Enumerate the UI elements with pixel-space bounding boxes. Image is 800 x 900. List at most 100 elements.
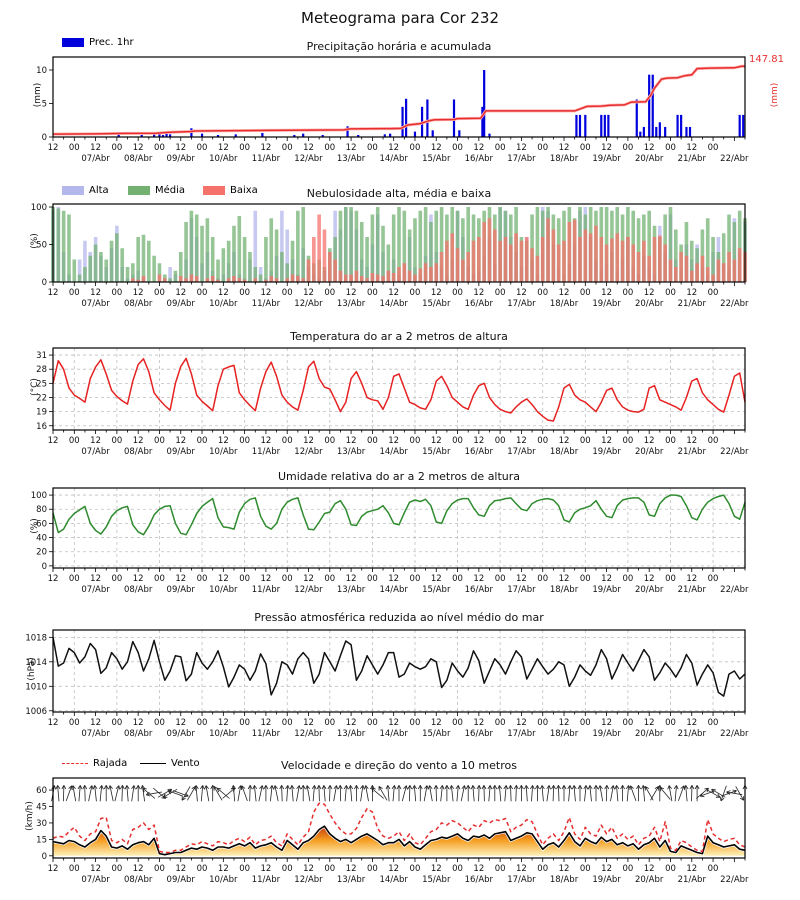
wind-arrow-head bbox=[241, 785, 246, 789]
cloud-bar-baixa bbox=[503, 237, 508, 282]
precip-bar bbox=[651, 74, 654, 137]
wind-arrow-head bbox=[167, 789, 173, 791]
wind-arrow-head bbox=[489, 785, 493, 790]
x-tick-label: 00 bbox=[324, 574, 335, 584]
humidity-line bbox=[52, 494, 746, 536]
precip-bar bbox=[642, 126, 645, 137]
x-tick-label: 12 bbox=[303, 436, 314, 446]
x-tick-label: 12 bbox=[516, 864, 527, 874]
precip-bar bbox=[458, 130, 461, 137]
wind-arrow-head bbox=[371, 787, 376, 790]
x-date-label: 16/Abr bbox=[465, 875, 494, 885]
wind-arrow-head bbox=[636, 785, 639, 790]
x-date-label: 15/Abr bbox=[422, 585, 451, 595]
wind-direction-arrow bbox=[392, 785, 395, 802]
x-tick-label: 12 bbox=[261, 574, 272, 584]
cloud-bar-baixa bbox=[508, 244, 513, 282]
cloud-bar-média bbox=[434, 210, 439, 282]
x-date-label: 22/Abr bbox=[720, 447, 749, 457]
x-tick-label: 00 bbox=[452, 574, 463, 584]
x-tick-label: 12 bbox=[90, 436, 101, 446]
wind-arrow-head bbox=[398, 785, 402, 790]
precip-bar bbox=[688, 126, 692, 137]
cloud-bar-média bbox=[99, 252, 103, 282]
accum-line bbox=[52, 65, 745, 135]
wind-arrow-head bbox=[413, 785, 417, 790]
x-tick-label: 00 bbox=[197, 288, 208, 298]
wind-arrow-head bbox=[273, 785, 276, 790]
cloud-bar-baixa bbox=[610, 238, 614, 282]
wind-arrow-head bbox=[630, 785, 634, 789]
x-date-label: 07/Abr bbox=[81, 154, 110, 164]
wind-arrow-head bbox=[696, 785, 700, 790]
wind-direction-arrow bbox=[329, 785, 331, 802]
precipitation-legend: Prec. 1hr bbox=[62, 37, 134, 48]
y-tick-label: 19 bbox=[36, 408, 47, 418]
y-tick-label: 25 bbox=[36, 379, 47, 389]
x-tick-label: 12 bbox=[261, 864, 272, 874]
wind-arrow-head bbox=[249, 785, 253, 790]
precip-bar bbox=[293, 134, 296, 137]
wind-arrow-head bbox=[508, 785, 511, 790]
x-tick-label: 12 bbox=[601, 143, 612, 153]
x-date-label: 19/Abr bbox=[592, 875, 621, 885]
cloud-bar-média bbox=[397, 207, 401, 282]
wind-arrow-head bbox=[105, 785, 109, 790]
x-tick-label: 00 bbox=[197, 718, 208, 728]
wind-arrow-head bbox=[732, 789, 737, 791]
wind-direction-arrow bbox=[286, 785, 289, 802]
wind-direction-arrow bbox=[510, 785, 512, 802]
x-tick-label: 12 bbox=[431, 143, 442, 153]
cloud-bar-baixa bbox=[477, 237, 481, 282]
x-tick-label: 12 bbox=[516, 288, 527, 298]
precip-bar bbox=[140, 134, 143, 137]
precip-bar bbox=[161, 134, 165, 137]
pressure-title: Pressão atmosférica reduzida ao nível mé… bbox=[254, 611, 544, 624]
cloud-bar-média bbox=[647, 210, 651, 282]
cloud-bar-média bbox=[439, 207, 444, 282]
wind-arrow-head bbox=[101, 785, 104, 790]
wind-arrow-head bbox=[579, 785, 583, 790]
x-tick-label: 00 bbox=[282, 718, 293, 728]
cloud-bar-baixa bbox=[658, 235, 662, 282]
x-tick-label: 12 bbox=[516, 436, 527, 446]
precip-bar bbox=[685, 126, 688, 137]
x-tick-label: 12 bbox=[48, 718, 59, 728]
x-date-label: 14/Abr bbox=[379, 875, 408, 885]
x-tick-label: 12 bbox=[48, 143, 59, 153]
cloud-bar-média bbox=[226, 240, 231, 282]
x-tick-label: 00 bbox=[367, 718, 378, 728]
x-tick-label: 12 bbox=[516, 718, 527, 728]
x-date-label: 08/Abr bbox=[124, 447, 153, 457]
wind-arrow-head bbox=[427, 785, 430, 790]
wind-arrow-head bbox=[115, 785, 120, 789]
wind-arrow-head bbox=[654, 786, 659, 789]
x-date-label: 09/Abr bbox=[167, 447, 196, 457]
cloud-bar-baixa bbox=[721, 263, 726, 282]
x-tick-label: 12 bbox=[431, 574, 442, 584]
wind-direction-arrow bbox=[721, 790, 737, 797]
x-tick-label: 12 bbox=[346, 864, 357, 874]
cloud-bar-baixa bbox=[716, 259, 721, 282]
cloud-bar-baixa bbox=[578, 237, 582, 282]
cloud-bar-baixa bbox=[588, 233, 593, 282]
cloud-bar-baixa bbox=[136, 279, 140, 282]
cloud-bar-média bbox=[120, 248, 124, 282]
wind-arrow-head bbox=[546, 785, 550, 790]
x-tick-label: 12 bbox=[261, 288, 272, 298]
x-tick-label: 00 bbox=[495, 574, 506, 584]
cloud-bar-baixa bbox=[498, 240, 502, 282]
wind-arrow-head bbox=[472, 785, 476, 790]
cloud-bar-média bbox=[147, 240, 151, 282]
wind-direction-arrow bbox=[200, 785, 204, 802]
wind-arrow-head bbox=[77, 785, 81, 790]
wind-arrow-head bbox=[135, 785, 139, 790]
wind-arrow-head bbox=[92, 785, 96, 790]
cloud-bar-baixa bbox=[642, 240, 646, 282]
wind-arrow-head bbox=[539, 785, 543, 790]
x-date-label: 13/Abr bbox=[337, 585, 366, 595]
x-date-label: 13/Abr bbox=[337, 447, 366, 457]
wind-arrow-head bbox=[161, 797, 166, 799]
cloud-bar-baixa bbox=[301, 278, 305, 282]
wind-direction-arrow bbox=[371, 787, 385, 799]
